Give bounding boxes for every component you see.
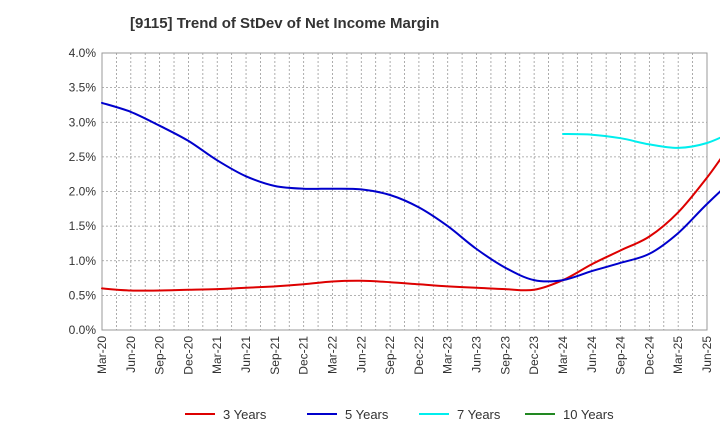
y-axis-ticks: 0.0% 0.5% 1.0% 1.5% 2.0% 2.5% 3.0% 3.5% 4.0% [69, 46, 97, 337]
y-tick-label: 2.0% [69, 185, 97, 199]
y-tick-label: 0.5% [69, 288, 97, 302]
y-tick-label: 1.5% [69, 219, 97, 233]
x-tick-label: Sep-24 [614, 336, 628, 375]
x-tick-label: Dec-22 [412, 336, 426, 375]
x-tick-label: Mar-22 [325, 336, 339, 374]
x-axis-ticks: Mar-20 Jun-20 Sep-20 Dec-20 Mar-21 Jun-21 Sep-… [95, 336, 714, 375]
x-tick-label: Jun-24 [585, 336, 599, 373]
x-tick-label: Dec-23 [527, 336, 541, 375]
legend: 3 Years 5 Years 7 Years 10 Years [185, 407, 614, 422]
x-tick-label: Mar-25 [671, 336, 685, 374]
legend-label-2: 5 Years [345, 407, 389, 422]
x-tick-label: Mar-20 [95, 336, 109, 374]
grid-layer [101, 52, 708, 331]
legend-label-4: 10 Years [563, 407, 614, 422]
x-tick-label: Jun-20 [124, 336, 138, 373]
x-tick-label: Dec-24 [642, 336, 656, 375]
y-tick-label: 0.0% [69, 323, 97, 337]
series-line-3 [562, 133, 720, 149]
x-tick-label: Dec-21 [297, 336, 311, 375]
x-tick-label: Jun-22 [354, 336, 368, 373]
series-line-1 [101, 157, 720, 292]
x-tick-label: Mar-21 [210, 336, 224, 374]
x-tick-label: Jun-23 [470, 336, 484, 373]
chart-title: [9115] Trend of StDev of Net Income Marg… [130, 15, 440, 32]
x-tick-label: Jun-21 [239, 336, 253, 373]
y-tick-label: 3.5% [69, 81, 97, 95]
x-tick-label: Sep-23 [498, 336, 512, 375]
y-tick-label: 1.0% [69, 254, 97, 268]
x-tick-label: Mar-23 [441, 336, 455, 374]
y-tick-label: 3.0% [69, 115, 97, 129]
y-tick-label: 4.0% [69, 46, 97, 60]
x-tick-label: Mar-24 [556, 336, 570, 374]
x-tick-label: Sep-22 [383, 336, 397, 375]
series-layer [101, 101, 720, 292]
legend-label-1: 3 Years [223, 407, 267, 422]
legend-label-3: 7 Years [457, 407, 501, 422]
x-tick-label: Sep-21 [268, 336, 282, 375]
x-tick-label: Jun-25 [700, 336, 714, 373]
series-line-2 [101, 101, 720, 283]
y-tick-label: 2.5% [69, 150, 97, 164]
x-tick-label: Dec-20 [181, 336, 195, 375]
x-tick-label: Sep-20 [153, 336, 167, 375]
